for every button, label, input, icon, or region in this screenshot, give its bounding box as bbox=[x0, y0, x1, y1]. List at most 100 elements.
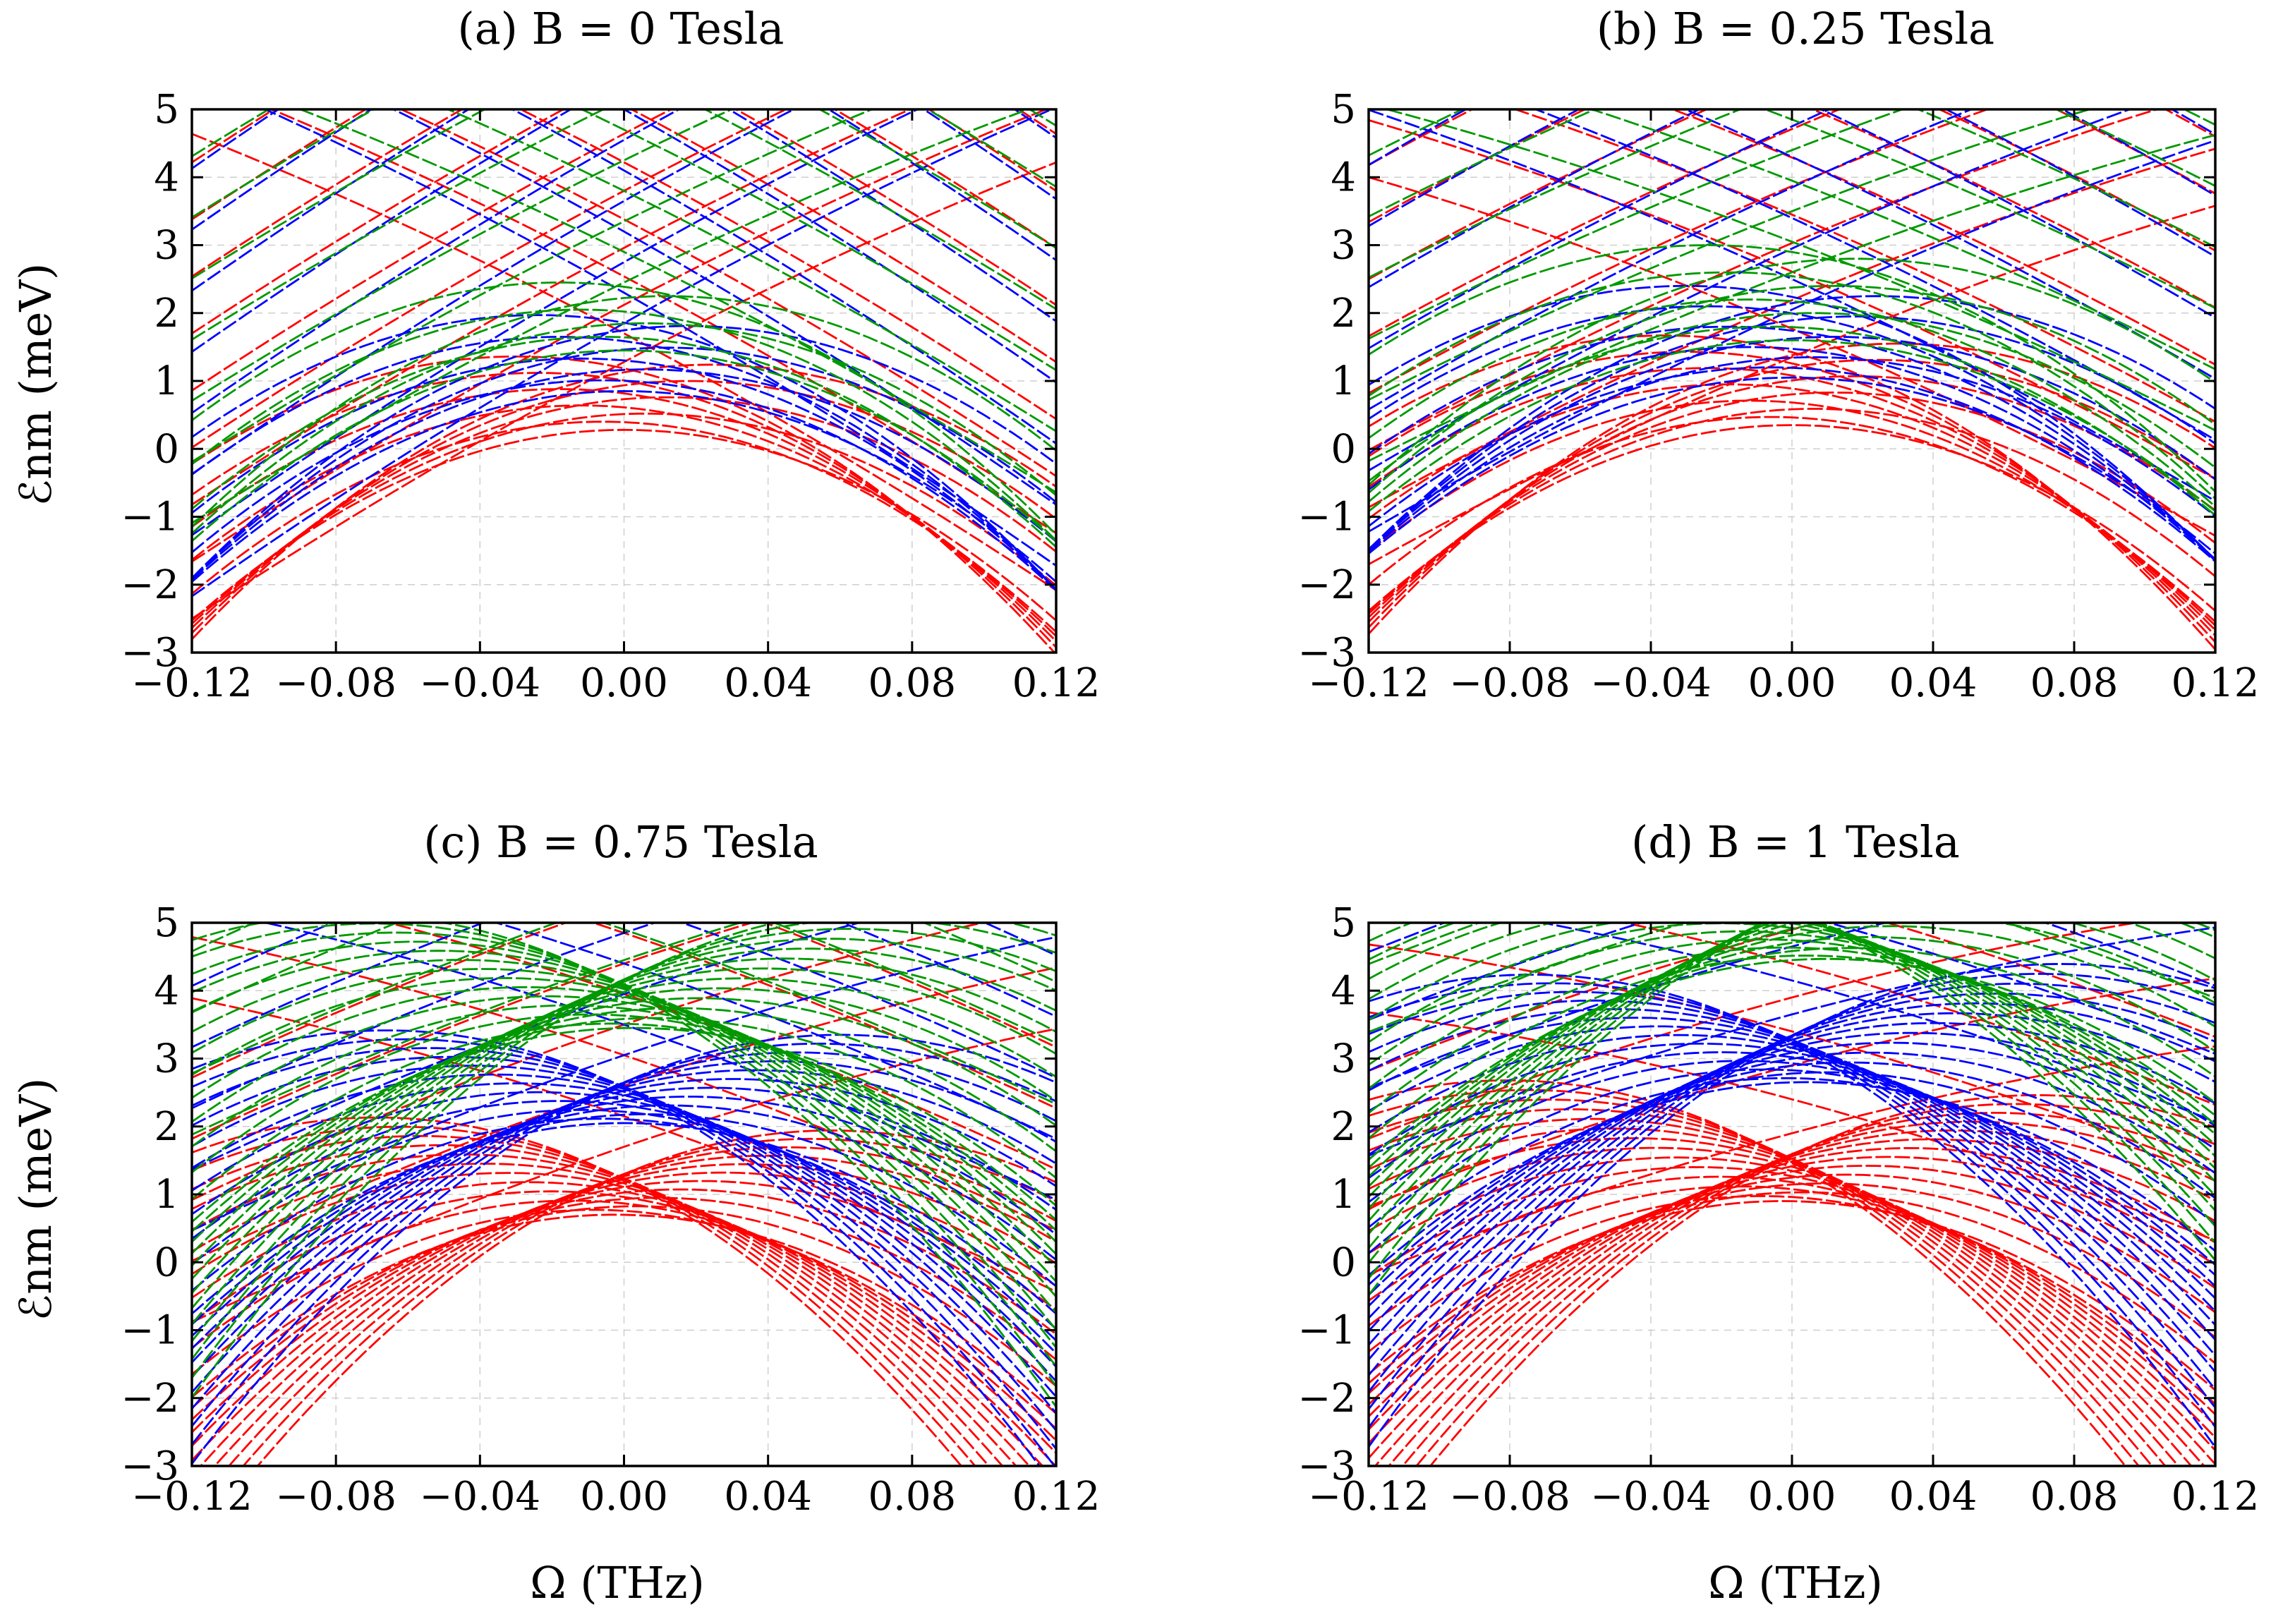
panel-d-family-1-parabola-15 bbox=[1369, 1017, 2215, 1357]
panel-c-family-1-parabola-14 bbox=[192, 1060, 1056, 1410]
panel-b-family-1-line-3 bbox=[1532, 109, 2215, 441]
panel-a-family-1-line-4 bbox=[192, 109, 797, 475]
panel-d-family-0-parabola-13 bbox=[1369, 1137, 2205, 1466]
panel-d-family-2-parabola-18 bbox=[1369, 923, 1765, 1264]
panel-d-xtick-label-3: 0.00 bbox=[1748, 1474, 1836, 1520]
panel-a-xtick-label-2: −0.04 bbox=[420, 660, 541, 706]
panel-c-family-2-parabola-4 bbox=[192, 1007, 1056, 1243]
panel-b-family-0-parabola-11 bbox=[1369, 334, 2215, 650]
panel-d-family-2-parabola-1 bbox=[1369, 955, 2215, 1139]
panel-d-family-2-parabola-22 bbox=[1369, 923, 1766, 1296]
panel-b-family-0-line-4 bbox=[1369, 109, 2160, 452]
panel-d-family-2-parabola-12 bbox=[1369, 923, 2215, 1222]
panel-b-family-2-line-7 bbox=[1915, 109, 2215, 248]
panel-d-family-2-parabola-2 bbox=[1369, 947, 2215, 1169]
panel-b-family-2-parabola-3 bbox=[1369, 298, 2215, 508]
panel-c-title: (c) B = 0.75 Tesla bbox=[423, 816, 818, 868]
panel-b-xtick-label-5: 0.08 bbox=[2030, 660, 2119, 706]
panel-c-family-2-line-3 bbox=[771, 923, 1056, 1044]
panel-d-family-1-parabola-21 bbox=[1369, 990, 2215, 1409]
panel-c-ytick-label-3: 0 bbox=[154, 1240, 179, 1285]
panel-c-family-1-parabola-7 bbox=[192, 1091, 1056, 1368]
panel-a-family-1-parabola-0 bbox=[192, 389, 1056, 583]
panel-d-family-0-parabola-5 bbox=[1369, 1175, 2215, 1426]
panel-d-ytick-label-6: 3 bbox=[1331, 1036, 1356, 1082]
panel-d-family-0-parabola-17 bbox=[1369, 1117, 2180, 1466]
panel-c-family-1-line-2 bbox=[192, 923, 864, 1170]
panel-c-ylabel: ℰnm (meV) bbox=[10, 1078, 61, 1321]
panel-d-title: (d) B = 1 Tesla bbox=[1631, 816, 1960, 868]
panel-a-ytick-label-2: −1 bbox=[121, 495, 179, 540]
panel-a-family-1-line-12 bbox=[192, 109, 373, 231]
panel-d-family-1-line-1 bbox=[1537, 923, 2215, 1123]
panel-c-family-1-parabola-2 bbox=[192, 1113, 1056, 1326]
panel-a-family-1-line-2 bbox=[192, 109, 920, 536]
panel-a-family-1-line-0 bbox=[192, 109, 1055, 598]
panel-c-family-2-parabola-5 bbox=[192, 1004, 1056, 1243]
panel-b-family-0-parabola-10 bbox=[1369, 342, 2215, 635]
panel-d-family-1-parabola-23 bbox=[1369, 982, 2215, 1428]
panel-c-family-1-line-6 bbox=[192, 923, 486, 1048]
panel-b-ytick-label-0: −3 bbox=[1297, 630, 1356, 676]
panel-b-family-0-line-10 bbox=[1369, 109, 1709, 280]
panel-b-family-1-line-0 bbox=[1369, 139, 2215, 533]
panel-a-family-0-parabola-7 bbox=[192, 372, 1056, 648]
panel-b: −0.12 −0.08 −0.04 0.00 0.04 0.08 0.12 −3 −2 −1 0 1 2… bbox=[1297, 87, 2259, 706]
panel-c-family-0-line-0 bbox=[192, 1027, 1056, 1323]
panel-d-family-1-parabola-9 bbox=[1369, 1043, 2215, 1312]
panel-c-family-2-parabola-11 bbox=[192, 976, 1056, 1283]
panel-c-family-2-parabola-9 bbox=[192, 986, 1056, 1268]
panel-c-ytick-label-4: 1 bbox=[154, 1172, 179, 1218]
panel-d-ytick-label-5: 2 bbox=[1331, 1104, 1356, 1150]
panel-c-ytick-label-0: −3 bbox=[121, 1443, 179, 1489]
panel-b-family-0-line-7 bbox=[1670, 109, 2215, 366]
panel-d-family-0-parabola-1 bbox=[1369, 1194, 2215, 1405]
panel-d-family-1-parabola-24 bbox=[1369, 962, 2215, 1448]
panel-c: −0.12 −0.08 −0.04 0.00 0.04 0.08 0.12 −3 −2 −1 0 1 2… bbox=[121, 900, 1100, 1520]
panel-b-family-2-line-8 bbox=[1369, 109, 1597, 218]
panel-d-family-1-parabola-1 bbox=[1369, 1077, 2215, 1266]
panel-d-family-2-parabola-21 bbox=[1369, 923, 2215, 1244]
panel-c-texts: (c) B = 0.75 Tesla ℰnm (meV) Ω (THz) bbox=[10, 816, 818, 1608]
panel-d-family-2-parabola-14 bbox=[1369, 923, 2215, 1235]
panel-c-ytick-label-6: 3 bbox=[154, 1036, 179, 1082]
panel-d-family-2-parabola-13 bbox=[1369, 923, 2215, 1182]
panel-a-ytick-label-6: 3 bbox=[154, 223, 179, 269]
panel-a-family-0-line-5 bbox=[399, 109, 1056, 478]
panel-c-family-2-parabola-8 bbox=[192, 987, 1056, 1266]
panel-d-family-0-line-5 bbox=[1621, 923, 2215, 1106]
panel-b-family-0-line-1 bbox=[1369, 176, 2215, 537]
panel-b-family-1-line-8 bbox=[1369, 109, 1702, 289]
panel-b-family-2-line-1 bbox=[1383, 109, 2215, 432]
panel-d-family-0-line-7 bbox=[1884, 923, 2215, 1038]
panel-a-curves bbox=[192, 109, 1056, 653]
panel-d-family-1-parabola-14 bbox=[1369, 1012, 2215, 1361]
panel-a-ytick-label-5: 2 bbox=[154, 291, 179, 337]
panel-d-ytick-label-1: −2 bbox=[1297, 1376, 1356, 1422]
panel-d-family-0-parabola-19 bbox=[1369, 1108, 2167, 1466]
panel-c-family-2-line-4 bbox=[192, 923, 399, 1014]
panel-a-family-1-line-9 bbox=[727, 109, 1056, 322]
panel-b-family-1-parabola-3 bbox=[1369, 346, 2215, 561]
panel-d-family-1-parabola-2 bbox=[1369, 1071, 2215, 1286]
panel-b-family-2-line-0 bbox=[1369, 134, 2215, 462]
panel-b-family-1-parabola-4 bbox=[1369, 335, 2215, 551]
panel-a-family-1-line-10 bbox=[192, 109, 471, 292]
panel-b-family-1-parabola-1 bbox=[1369, 366, 2215, 562]
panel-d-family-0-parabola-22 bbox=[1415, 1103, 2215, 1466]
panel-c-ytick-label-1: −2 bbox=[121, 1376, 179, 1422]
panel-d-ytick-label-0: −3 bbox=[1297, 1443, 1356, 1489]
panel-b-texts: (b) B = 0.25 Tesla bbox=[1597, 3, 1994, 54]
panel-c-family-1-parabola-0 bbox=[192, 1122, 1056, 1315]
panel-b-ytick-label-4: 1 bbox=[1331, 358, 1356, 404]
panel-c-ytick-label-2: −1 bbox=[121, 1308, 179, 1354]
panel-b-family-1-line-6 bbox=[1369, 109, 1832, 349]
panel-b-xtick-label-4: 0.04 bbox=[1889, 660, 1978, 706]
panel-c-family-2-parabola-25 bbox=[192, 923, 1056, 1407]
panel-b-family-2-parabola-0 bbox=[1369, 339, 2215, 512]
panel-b-family-1-line-10 bbox=[1369, 109, 1581, 227]
panel-a-title: (a) B = 0 Tesla bbox=[458, 3, 785, 54]
panel-c-family-1-line-7 bbox=[840, 923, 1056, 1018]
panel-c-xtick-label-1: −0.08 bbox=[275, 1474, 396, 1520]
panel-a-family-0-parabola-4 bbox=[192, 396, 1056, 629]
